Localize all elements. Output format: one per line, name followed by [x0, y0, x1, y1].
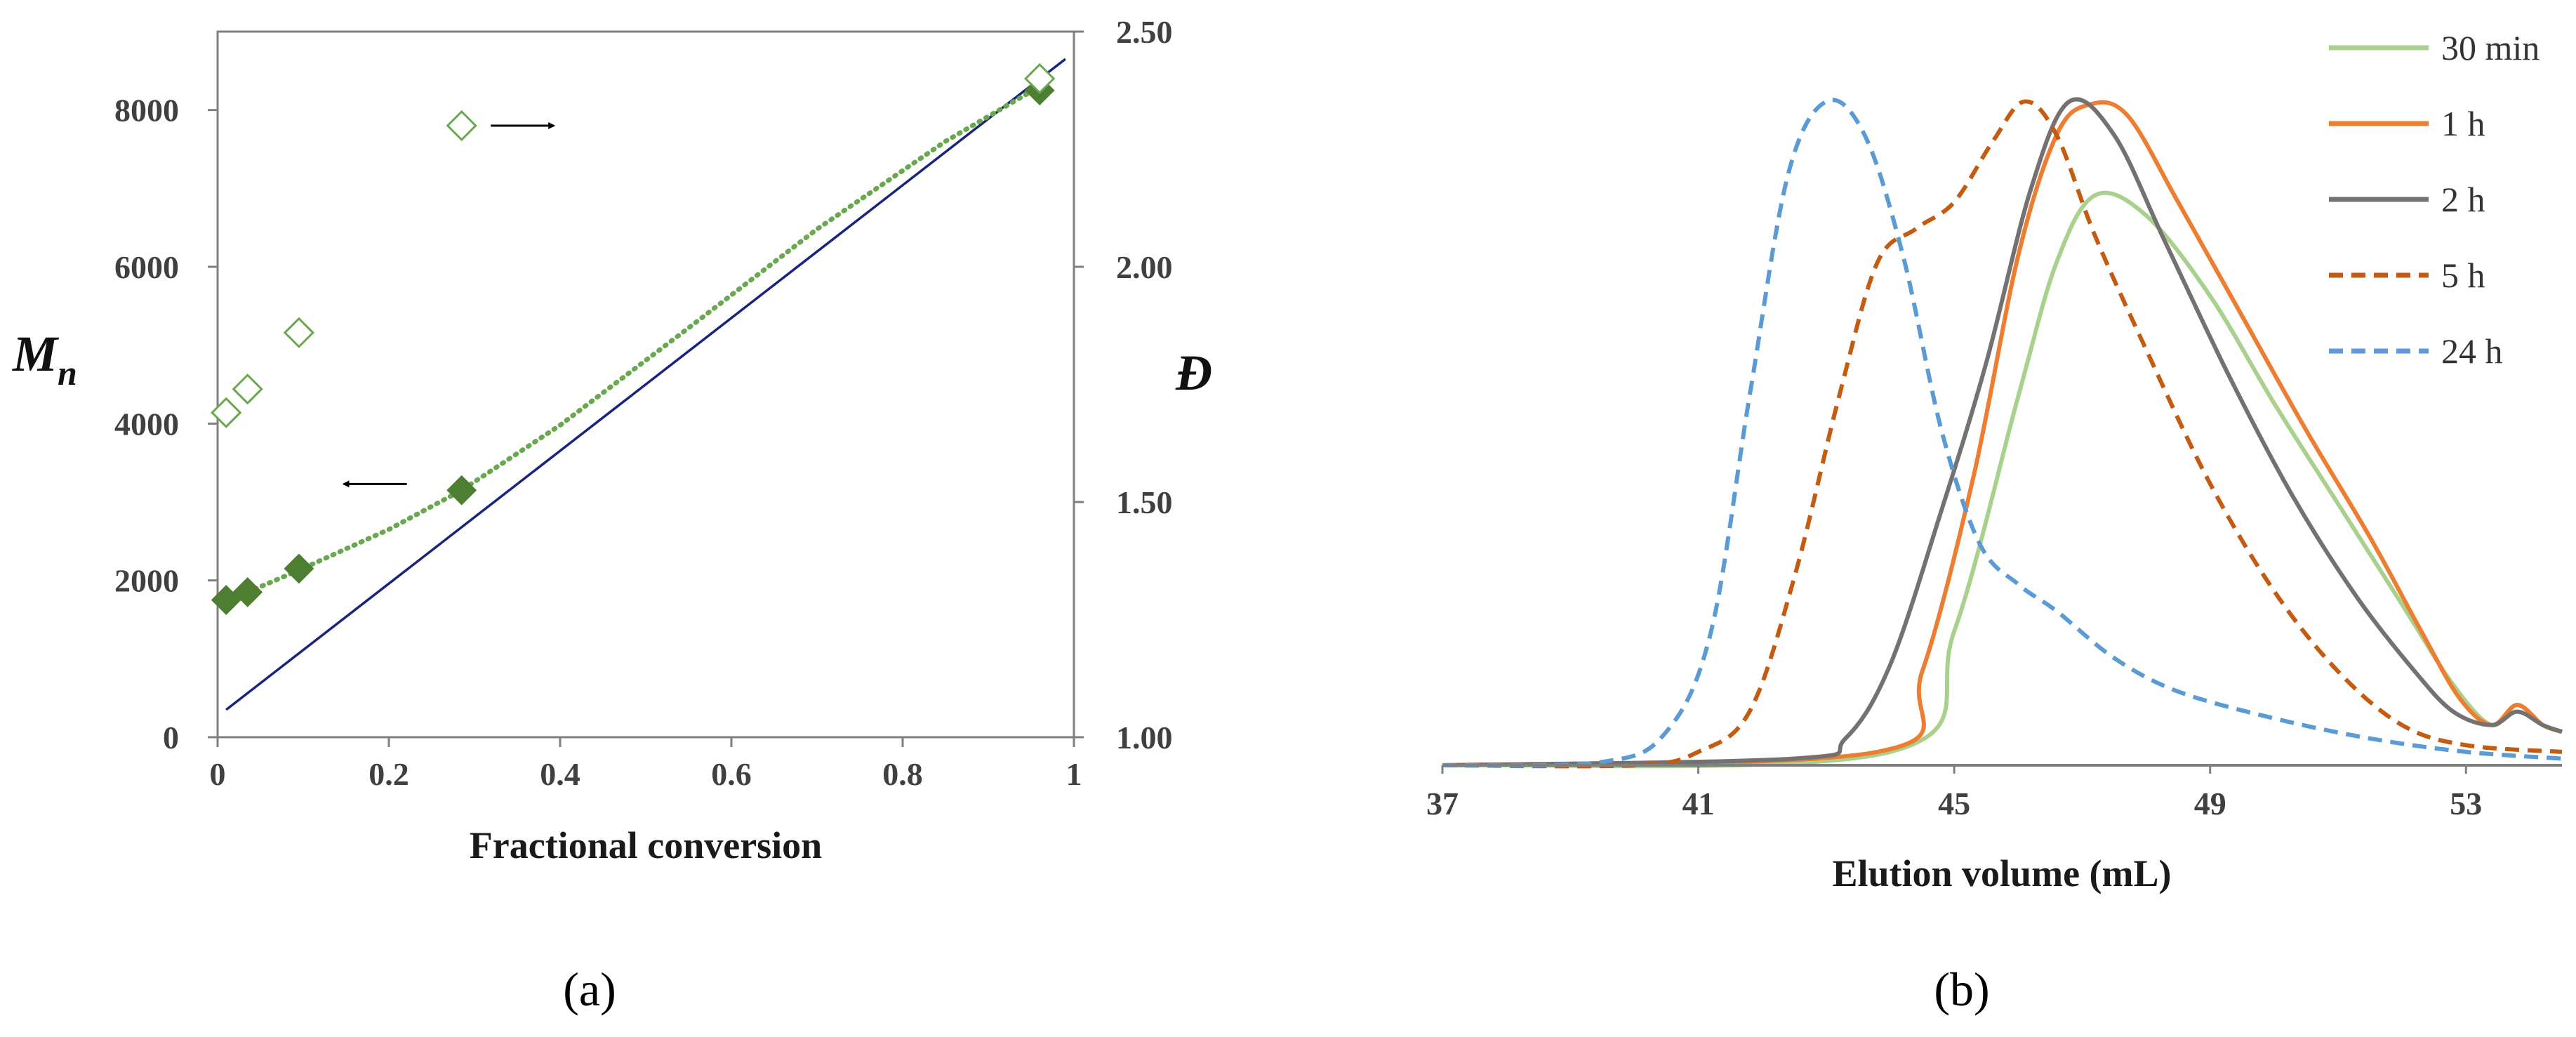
- chart-a-right-tick-label: 2.50: [1116, 14, 1173, 50]
- chart-b-series-line: [1442, 99, 2563, 769]
- chart-b-panel-label: (b): [1934, 963, 1989, 1016]
- chart-a-left-tick-label: 8000: [114, 93, 179, 128]
- chart-a-x-tick-label: 0.8: [882, 756, 923, 792]
- chart-b-legend: 30 min 1 h 2 h 5 h 24 h: [2329, 28, 2540, 371]
- chart-a-dispersity-point: [1024, 62, 1056, 95]
- chart-a-plot-frame: [216, 30, 1075, 739]
- chart-a-dispersity-point: [283, 317, 315, 348]
- chart-a-trendline: [223, 84, 1042, 603]
- chart-a-left-tick-label: 0: [163, 720, 179, 755]
- chart-b-x-tick-label: 45: [1938, 786, 1970, 821]
- chart-a-left-tick-label: 4000: [114, 406, 179, 442]
- chart-a-mn-point: [232, 577, 263, 607]
- chart-b-x-axis: 37 41 45 49 53: [1426, 764, 2562, 821]
- chart-b-series-line: [1442, 97, 2563, 767]
- chart-b-x-tick-label: 37: [1426, 786, 1459, 821]
- chart-a-dispersity-point: [446, 110, 477, 142]
- chart-b-legend-label: 2 h: [2441, 180, 2485, 219]
- chart-a-right-tick-label: 2.00: [1116, 249, 1173, 285]
- chart-b-legend-label: 5 h: [2441, 256, 2485, 295]
- chart-b-series-line: [1442, 190, 2563, 769]
- chart-a-dispersity-point: [232, 374, 263, 405]
- chart-a-panel-label: (a): [563, 963, 616, 1016]
- chart-b-x-tick-label: 49: [2194, 786, 2226, 821]
- chart-b-legend-label: 30 min: [2441, 28, 2540, 67]
- chart-b-x-tick-label: 53: [2450, 786, 2482, 821]
- chart-a-x-tick-label: 0.2: [369, 756, 409, 792]
- chart-a-left-axis-title: Mn: [12, 326, 77, 392]
- chart-a-x-tick-label: 0.6: [711, 756, 752, 792]
- chart-a-x-axis: 0 0.2 0.4 0.6 0.8 1: [210, 737, 1082, 792]
- chart-a-mn-point: [284, 553, 314, 584]
- chart-b-legend-label: 24 h: [2441, 331, 2503, 371]
- chart-a-x-tick-label: 0.4: [540, 756, 580, 792]
- chart-a-right-tick-label: 1.00: [1116, 720, 1173, 755]
- chart-b-marks: [1442, 97, 2563, 769]
- chart-a-right-tick-label: 1.50: [1116, 484, 1173, 520]
- chart-b-x-axis-title: Elution volume (mL): [1832, 852, 2171, 894]
- chart-a-mn-point: [211, 585, 241, 615]
- chart-a-mn-point: [446, 475, 477, 506]
- chart-b-legend-label: 1 h: [2441, 104, 2485, 143]
- chart-a-left-axis: 0 2000 4000 6000 8000: [114, 93, 218, 755]
- chart-a-dispersity-point: [211, 397, 242, 428]
- chart-a-x-axis-title: Fractional conversion: [470, 824, 822, 866]
- chart-a-left-tick-label: 6000: [114, 249, 179, 285]
- chart-b-series-line: [1442, 100, 2563, 767]
- chart-a-left-tick-label: 2000: [114, 563, 179, 599]
- chart-b-series-line: [1442, 98, 2563, 768]
- chart-a-right-axis-title: Đ: [1175, 345, 1212, 401]
- chart-a-theory-line: [225, 58, 1066, 711]
- chart-a-marks: [211, 58, 1066, 711]
- chart-a-right-axis: 1.00 1.50 2.00 2.50: [1074, 14, 1173, 755]
- chart-a-x-tick-label: 0: [210, 756, 226, 792]
- chart-b: 37 41 45 49 53 Elution volume (mL) 30 min 1 h…: [1426, 28, 2563, 1016]
- chart-b-x-tick-label: 41: [1682, 786, 1715, 821]
- chart-a-x-tick-label: 1: [1066, 756, 1082, 792]
